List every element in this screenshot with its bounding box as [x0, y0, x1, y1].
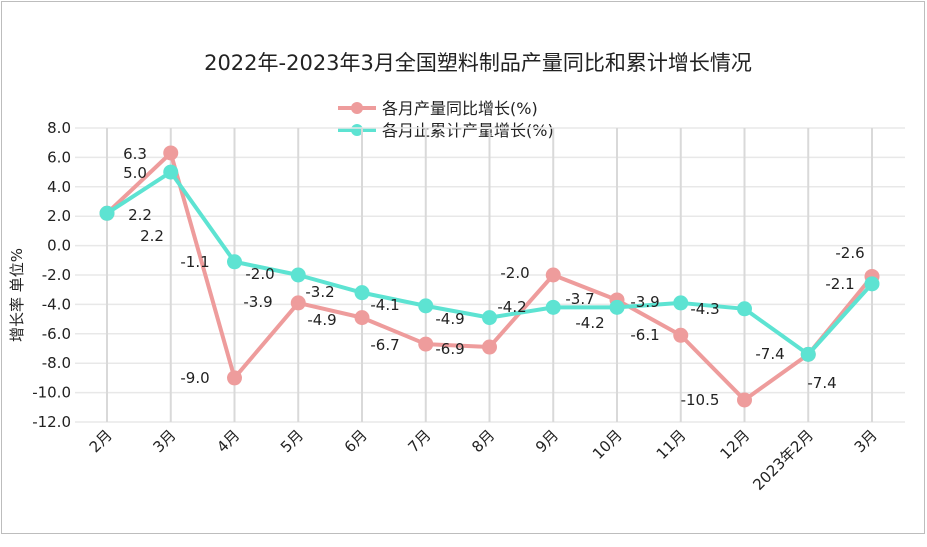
data-point	[482, 339, 497, 355]
chart-title: 2022年-2023年3月全国塑料制品产量同比和累计增长情况	[204, 51, 752, 75]
y-tick-label: -4.0	[42, 295, 71, 313]
data-point	[290, 267, 306, 283]
data-label: -3.9	[243, 293, 272, 311]
data-label: -4.3	[690, 300, 719, 318]
legend-item-cumulative[interactable]: 各月止累计产量增长(%)	[338, 121, 554, 140]
data-point	[800, 346, 816, 362]
y-tick-label: 2.0	[47, 207, 71, 225]
y-axis-label: 增长率 单位%	[8, 248, 26, 342]
data-label: -9.0	[180, 369, 209, 387]
data-label: -2.0	[500, 264, 529, 282]
data-point	[545, 299, 561, 315]
y-tick-label: 4.0	[47, 178, 71, 196]
x-tick-label: 8月	[468, 426, 498, 456]
x-tick-label: 9月	[532, 426, 562, 456]
y-tick-label: -6.0	[42, 325, 71, 343]
data-point	[163, 145, 179, 161]
data-point	[737, 301, 752, 317]
legend-label-cumulative: 各月止累计产量增长(%)	[382, 121, 554, 140]
x-tick-label: 7月	[404, 426, 434, 456]
data-label: -1.1	[180, 253, 209, 271]
y-tick-label: 0.0	[47, 237, 71, 255]
data-label: 2.2	[140, 227, 164, 245]
data-label: -7.4	[807, 374, 836, 392]
data-point	[418, 298, 434, 314]
data-point	[673, 295, 689, 311]
series-group	[99, 145, 880, 408]
x-tick-label: 2月	[86, 426, 116, 456]
data-point	[673, 327, 689, 343]
data-label: -3.7	[565, 290, 594, 308]
x-tick-label: 11月	[653, 426, 690, 463]
data-label: -6.9	[435, 340, 464, 358]
data-label: -2.0	[245, 265, 274, 283]
legend-marker-cumulative	[351, 124, 363, 136]
data-point	[737, 392, 752, 408]
data-point	[163, 164, 179, 180]
x-tick-label: 4月	[213, 426, 243, 456]
data-label: -7.4	[755, 345, 784, 363]
data-label: -3.9	[630, 293, 659, 311]
y-tick-label: -10.0	[32, 384, 71, 402]
x-tick-label: 3月	[149, 426, 179, 456]
x-tick-label: 6月	[341, 426, 371, 456]
y-tick-label: -12.0	[32, 413, 71, 431]
data-point	[99, 205, 115, 221]
legend-marker-yoy	[351, 102, 363, 114]
data-label: -4.2	[575, 314, 604, 332]
data-label: -4.2	[497, 298, 526, 316]
data-point	[864, 276, 880, 292]
data-label: -4.9	[435, 310, 464, 328]
data-point	[482, 310, 497, 326]
y-tick-label: -2.0	[42, 266, 71, 284]
data-label: 2.2	[128, 206, 152, 224]
data-label: 6.3	[123, 145, 147, 163]
y-tick-label: 6.0	[47, 148, 71, 166]
data-point	[418, 336, 434, 352]
data-label: -4.1	[370, 296, 399, 314]
data-label: -10.5	[681, 391, 720, 409]
x-tick-label: 3月	[851, 426, 881, 456]
data-label: -6.7	[370, 336, 399, 354]
data-point	[609, 299, 625, 315]
chart-border	[1, 1, 925, 534]
x-tick-label: 10月	[589, 426, 626, 463]
x-tick-label: 5月	[277, 426, 307, 456]
legend-item-yoy[interactable]: 各月产量同比增长(%)	[338, 99, 538, 118]
data-label: -2.6	[835, 244, 864, 262]
data-label: -4.9	[307, 311, 336, 329]
x-tick-label: 2023年2月	[749, 426, 817, 494]
data-label: 5.0	[123, 164, 147, 182]
data-point	[227, 370, 242, 386]
data-label: -6.1	[630, 326, 659, 344]
y-tick-label: -8.0	[42, 354, 71, 372]
data-point	[227, 254, 242, 270]
data-labels: 2.2 6.3 -9.0 -3.9 -4.9 -6.7 -6.9 -2.0 -3.7 -6.1 -1…	[123, 145, 865, 409]
data-label: -2.1	[825, 275, 854, 293]
data-point	[545, 267, 561, 283]
data-label: -3.2	[305, 283, 334, 301]
data-point	[354, 285, 370, 301]
legend: 各月产量同比增长(%) 各月止累计产量增长(%)	[338, 99, 554, 140]
data-point	[354, 310, 370, 326]
x-tick-label: 12月	[716, 426, 753, 463]
y-tick-label: 8.0	[47, 119, 71, 137]
y-ticks: 8.0 6.0 4.0 2.0 0.0 -2.0 -4.0 -6.0 -8.0 -10.0 -12.…	[32, 119, 71, 431]
data-point	[290, 295, 306, 311]
legend-label-yoy: 各月产量同比增长(%)	[382, 99, 538, 118]
